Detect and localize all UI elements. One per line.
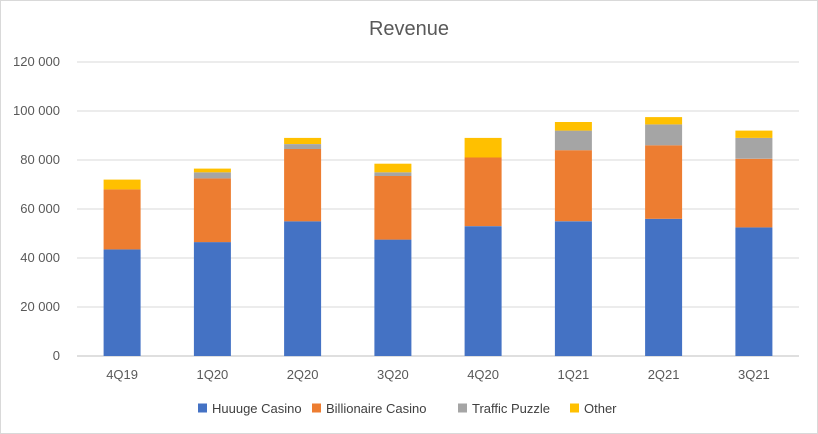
y-tick-label: 80 000 [20, 152, 60, 167]
y-tick-label: 120 000 [13, 54, 60, 69]
bar-segment-billionaire-casino [645, 145, 683, 219]
bar-segment-huuuge-casino [374, 239, 412, 356]
chart-title: Revenue [369, 18, 449, 40]
bar-segment-traffic-puzzle [374, 172, 412, 176]
x-axis-ticks: 4Q19 1Q20 2Q20 3Q20 4Q20 1Q21 2Q21 3Q21 [106, 367, 770, 382]
bar-segment-traffic-puzzle [193, 172, 231, 179]
bars [103, 117, 773, 357]
gridlines [77, 61, 799, 357]
x-tick-label: 4Q20 [467, 367, 499, 382]
bar-segment-billionaire-casino [284, 149, 322, 222]
bar-segment-billionaire-casino [193, 178, 231, 243]
bar-segment-huuuge-casino [735, 227, 773, 356]
bar-segment-traffic-puzzle [645, 124, 683, 146]
y-tick-label: 40 000 [20, 250, 60, 265]
bar-segment-billionaire-casino [374, 175, 412, 240]
bar-segment-huuuge-casino [284, 221, 322, 357]
bar-segment-traffic-puzzle [735, 137, 773, 159]
legend-label: Billionaire Casino [326, 401, 426, 416]
legend-swatch [458, 403, 467, 413]
bar-segment-other [374, 163, 412, 173]
bar-segment-other [645, 117, 683, 125]
y-tick-label: 100 000 [13, 103, 60, 118]
x-tick-label: 3Q20 [377, 367, 409, 382]
bar-segment-huuuge-casino [554, 221, 592, 357]
y-tick-label: 20 000 [20, 299, 60, 314]
legend-label: Traffic Puzzle [472, 401, 550, 416]
bar-segment-huuuge-casino [464, 226, 502, 356]
bar-segment-huuuge-casino [103, 249, 141, 356]
bar-segment-other [103, 179, 141, 190]
legend-label: Other [584, 401, 617, 416]
x-tick-label: 1Q21 [557, 367, 589, 382]
bar-segment-huuuge-casino [645, 218, 683, 356]
x-tick-label: 1Q20 [196, 367, 228, 382]
y-tick-label: 60 000 [20, 201, 60, 216]
x-tick-label: 2Q21 [648, 367, 680, 382]
x-tick-label: 3Q21 [738, 367, 770, 382]
bar-segment-huuuge-casino [193, 242, 231, 356]
legend: Huuuge Casino Billionaire Casino Traffic P… [198, 401, 617, 416]
bar-segment-billionaire-casino [735, 158, 773, 228]
bar-segment-billionaire-casino [554, 150, 592, 222]
bar-segment-billionaire-casino [103, 189, 141, 250]
bar-segment-traffic-puzzle [284, 144, 322, 149]
bar-segment-billionaire-casino [464, 157, 502, 227]
bar-segment-other [735, 130, 773, 138]
x-tick-label: 2Q20 [287, 367, 319, 382]
bar-segment-traffic-puzzle [554, 130, 592, 151]
legend-swatch [570, 403, 579, 413]
legend-swatch [198, 403, 207, 413]
y-tick-label: 0 [53, 348, 60, 363]
bar-segment-other [554, 122, 592, 131]
x-tick-label: 4Q19 [106, 367, 138, 382]
legend-swatch [312, 403, 321, 413]
y-axis-ticks: 0 20 000 40 000 60 000 80 000 100 000 120 000 [13, 54, 60, 363]
bar-segment-other [193, 168, 231, 173]
bar-segment-other [464, 137, 502, 158]
bar-segment-other [284, 137, 322, 144]
legend-label: Huuuge Casino [212, 401, 302, 416]
